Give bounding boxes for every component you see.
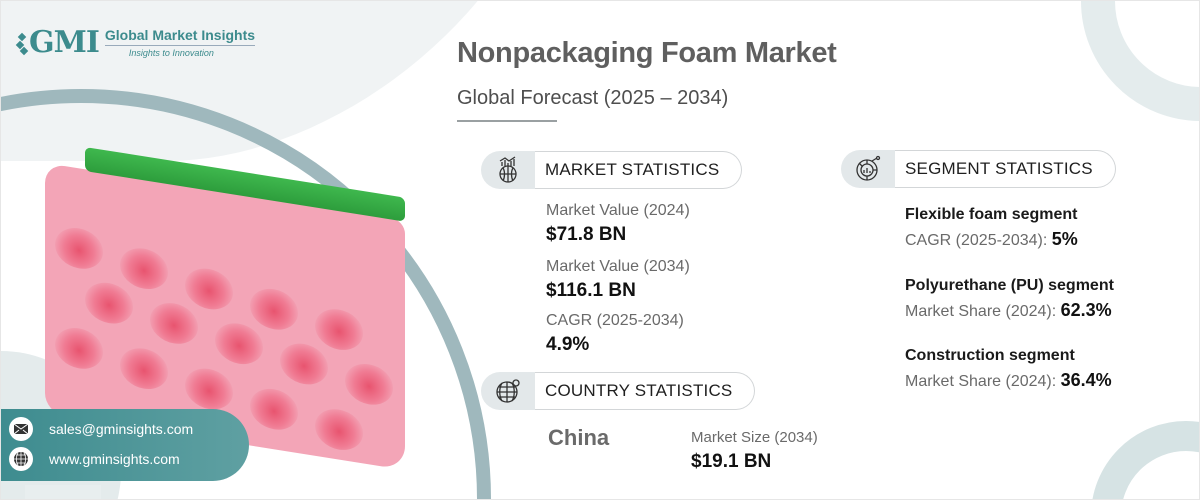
segment-polyurethane-value: 62.3% bbox=[1060, 300, 1112, 320]
decorative-ring-bottom-right bbox=[1091, 421, 1199, 499]
country-market-size-label: Market Size (2034) bbox=[691, 429, 818, 446]
market-statistics-heading: MARKET STATISTICS bbox=[535, 151, 743, 189]
foam-sponge-image bbox=[45, 147, 405, 471]
segment-polyurethane-title: Polyurethane (PU) segment bbox=[905, 277, 1114, 294]
country-statistics-header: COUNTRY STATISTICS bbox=[481, 372, 756, 410]
page-title: Nonpackaging Foam Market bbox=[457, 37, 837, 69]
contact-email[interactable]: sales@gminsights.com bbox=[9, 417, 193, 441]
website-link[interactable]: www.gminsights.com bbox=[49, 451, 180, 467]
cagr-label: CAGR (2025-2034) bbox=[546, 312, 684, 329]
segment-flexible-foam-value: 5% bbox=[1051, 229, 1078, 249]
segment-statistics-heading: SEGMENT STATISTICS bbox=[895, 150, 1116, 188]
chart-globe-icon bbox=[481, 151, 535, 189]
cagr-value: 4.9% bbox=[546, 334, 590, 355]
segment-polyurethane-stat: Market Share (2024): 62.3% bbox=[905, 300, 1112, 321]
segment-construction-title: Construction segment bbox=[905, 347, 1075, 364]
country-market-size-value: $19.1 BN bbox=[691, 451, 772, 472]
gmi-logo[interactable]: GMI Global Market Insights Insights to I… bbox=[15, 25, 256, 60]
logo-diamonds-icon bbox=[15, 30, 29, 56]
market-value-2034-label: Market Value (2034) bbox=[546, 258, 690, 275]
contact-bar: sales@gminsights.com www.gminsights.com bbox=[1, 409, 249, 481]
segment-construction-stat: Market Share (2024): 36.4% bbox=[905, 370, 1112, 391]
segment-statistics-header: SEGMENT STATISTICS bbox=[841, 150, 1116, 188]
globe-pin-icon bbox=[481, 372, 535, 410]
market-value-2024-label: Market Value (2024) bbox=[546, 202, 690, 219]
page-subtitle: Global Forecast (2025 – 2034) bbox=[457, 87, 729, 109]
segment-polyurethane-label: Market Share (2024): bbox=[905, 303, 1061, 320]
market-value-2024-value: $71.8 BN bbox=[546, 224, 627, 245]
globe-icon bbox=[9, 447, 33, 471]
brand-tagline: Insights to Innovation bbox=[128, 48, 214, 58]
background-strip bbox=[25, 485, 101, 499]
segment-flexible-foam-stat: CAGR (2025-2034): 5% bbox=[905, 229, 1078, 250]
segment-construction-label: Market Share (2024): bbox=[905, 373, 1061, 390]
country-statistics-heading: COUNTRY STATISTICS bbox=[535, 372, 756, 410]
logo-mark-text: GMI bbox=[29, 25, 100, 60]
segment-flexible-foam-title: Flexible foam segment bbox=[905, 206, 1078, 223]
title-divider bbox=[457, 120, 557, 122]
segment-construction-value: 36.4% bbox=[1060, 370, 1112, 390]
segment-pie-icon bbox=[841, 150, 895, 188]
segment-flexible-foam-label: CAGR (2025-2034): bbox=[905, 232, 1052, 249]
market-value-2034-value: $116.1 BN bbox=[546, 280, 636, 301]
envelope-icon bbox=[9, 417, 33, 441]
logo-mark: GMI bbox=[15, 25, 100, 60]
decorative-ring-top-right bbox=[1081, 1, 1199, 121]
contact-website[interactable]: www.gminsights.com bbox=[9, 447, 180, 471]
country-name: China bbox=[548, 425, 610, 450]
email-link[interactable]: sales@gminsights.com bbox=[49, 421, 194, 437]
brand-name: Global Market Insights bbox=[104, 27, 256, 46]
market-statistics-header: MARKET STATISTICS bbox=[481, 151, 743, 189]
